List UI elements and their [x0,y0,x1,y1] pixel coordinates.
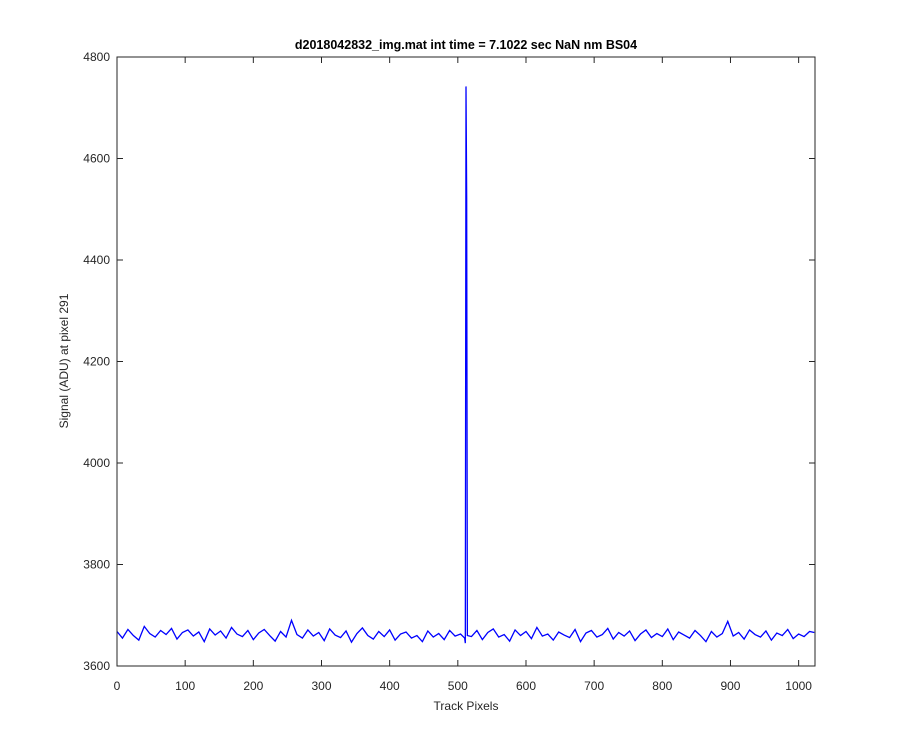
x-tick-label: 0 [114,679,121,693]
x-tick-label: 100 [175,679,195,693]
x-tick-label: 200 [243,679,263,693]
y-tick-label: 4800 [83,50,110,64]
y-tick-label: 4400 [83,253,110,267]
x-tick-label: 600 [516,679,536,693]
chart-title: d2018042832_img.mat int time = 7.1022 se… [295,38,637,52]
y-tick-label: 3800 [83,558,110,572]
y-tick-label: 3600 [83,659,110,673]
x-tick-label: 400 [380,679,400,693]
x-tick-label: 300 [311,679,331,693]
x-tick-label: 800 [652,679,672,693]
x-tick-label: 700 [584,679,604,693]
x-axis-label: Track Pixels [434,699,499,713]
x-tick-label: 500 [448,679,468,693]
y-axis-label: Signal (ADU) at pixel 291 [57,293,71,428]
y-tick-label: 4600 [83,152,110,166]
y-tick-label: 4200 [83,355,110,369]
x-tick-label: 900 [720,679,740,693]
data-line [116,86,815,644]
x-tick-label: 1000 [785,679,812,693]
y-tick-label: 4000 [83,456,110,470]
